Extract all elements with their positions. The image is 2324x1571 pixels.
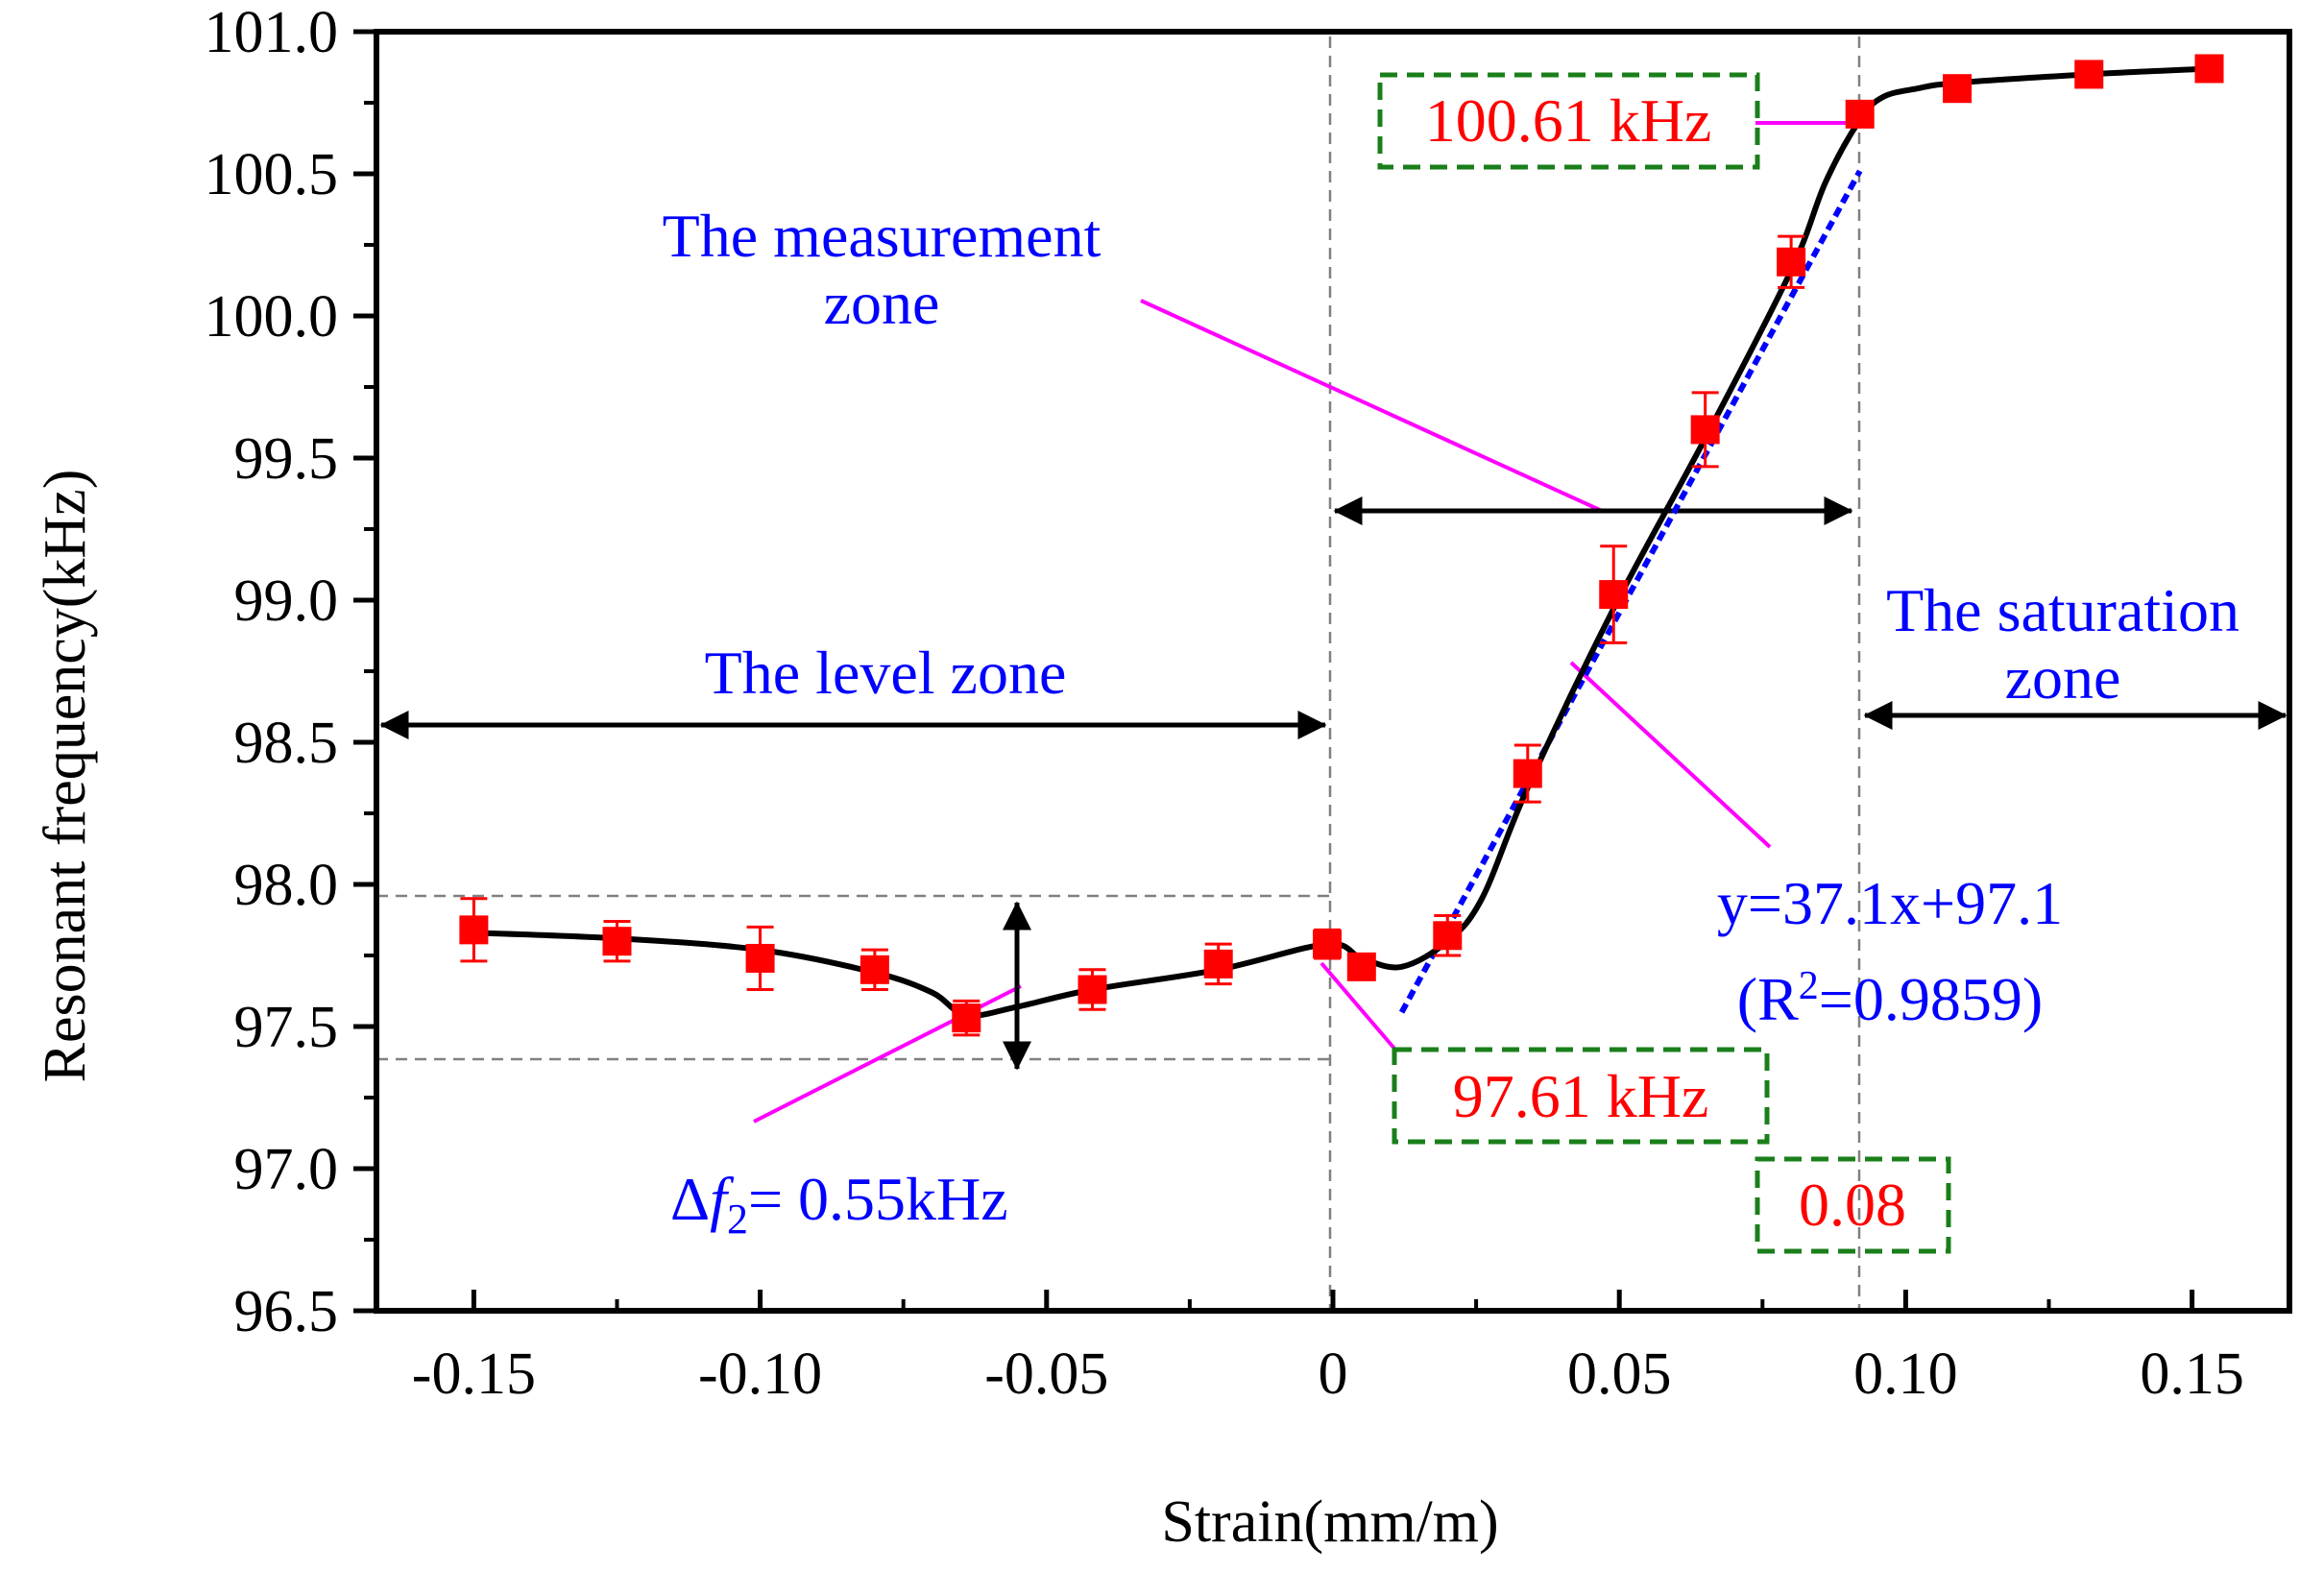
measurement-zone-label-2: zone [824, 269, 940, 337]
strain-value-box [1755, 1156, 1951, 1254]
data-point [1203, 942, 1233, 986]
data-marker [1513, 759, 1542, 788]
fit-r-squared: (R2=0.9859) [1737, 964, 2043, 1033]
y-tick-label: 100.0 [205, 284, 339, 350]
boxed-texts: 100.61 kHz 97.61 kHz 0.08 [1425, 86, 1906, 1239]
data-point [459, 897, 489, 963]
data-point [1777, 234, 1806, 289]
measurement-leader [1140, 299, 1603, 513]
data-point [1077, 968, 1107, 1011]
zone-arrows [379, 496, 2288, 1071]
linear-fit-layer [1398, 169, 1863, 1014]
level-zone-label: The level zone [705, 639, 1067, 707]
data-marker [952, 1003, 981, 1033]
x-axis-label: Strain(mm/m) [1161, 1489, 1498, 1555]
x-tick-label: 0.15 [2140, 1341, 2244, 1407]
fitted-curve-layer [473, 65, 2210, 1019]
r2-open: (R [1737, 965, 1799, 1033]
data-marker [1203, 949, 1233, 979]
annotation-texts: The measurement zone The level zone The … [663, 202, 2239, 1243]
data-point [745, 925, 775, 992]
saturation-zone-label: The saturation [1886, 576, 2239, 644]
data-marker [1777, 247, 1806, 277]
data-marker [1690, 415, 1720, 445]
data-point [952, 999, 981, 1037]
top-frequency-box [1377, 72, 1760, 170]
r2-close: =0.9859) [1819, 965, 2043, 1033]
x-axis: -0.15 -0.10 -0.05 0 0.05 0.10 0.15 [412, 1290, 2244, 1407]
fitted-curve [473, 65, 2210, 1019]
data-marker [745, 943, 775, 973]
r2-superscript: 2 [1799, 964, 1819, 1008]
data-marker [1077, 975, 1107, 1004]
x-tick-label: 0.10 [1853, 1341, 1958, 1407]
fit-equation: y=37.1x+97.1 [1717, 869, 2063, 937]
data-point [1943, 74, 1973, 104]
data-point [1433, 914, 1463, 957]
strain-value-text: 0.08 [1799, 1171, 1906, 1239]
data-marker [1599, 580, 1629, 610]
data-point [1513, 743, 1542, 804]
data-point [1599, 544, 1629, 644]
data-point [1690, 391, 1720, 469]
data-marker [2194, 54, 2224, 84]
y-tick-label: 98.5 [234, 711, 339, 776]
data-points-layer [459, 54, 2224, 1037]
x-tick-label: -0.15 [412, 1341, 536, 1407]
measurement-zone-label: The measurement [663, 202, 1101, 270]
y-axis-label: Resonant frequency(kHz) [33, 470, 98, 1083]
data-point [2194, 54, 2224, 84]
x-tick-label: -0.10 [698, 1341, 822, 1407]
delta-symbol: Δ [670, 1165, 710, 1233]
y-tick-label: 99.5 [234, 426, 339, 492]
saturation-zone-label-2: zone [2005, 643, 2121, 712]
mid-box-leader [1319, 961, 1397, 1051]
data-marker [459, 915, 489, 945]
y-tick-label: 98.0 [234, 853, 339, 918]
data-point [1313, 928, 1343, 960]
data-point [1346, 952, 1376, 981]
top-frequency-text: 100.61 kHz [1425, 86, 1712, 155]
delta-subscript: 2 [727, 1196, 748, 1243]
delta-leader [753, 984, 1022, 1124]
y-tick-label: 97.0 [234, 1137, 339, 1202]
data-marker [1346, 952, 1376, 981]
data-point [2074, 60, 2104, 89]
data-marker [1943, 74, 1973, 104]
annotation-boxes [1377, 72, 1951, 1254]
x-tick-label: -0.05 [984, 1341, 1108, 1407]
y-tick-label: 99.0 [234, 568, 339, 634]
mid-frequency-text: 97.61 kHz [1453, 1062, 1709, 1130]
data-marker [1433, 921, 1463, 951]
x-tick-label: 0 [1319, 1341, 1348, 1407]
data-marker [1313, 930, 1343, 959]
fit-leader [1569, 661, 1772, 849]
linear-fit-line [1398, 169, 1863, 1014]
data-marker [2074, 60, 2104, 89]
mid-frequency-box [1392, 1047, 1770, 1145]
data-point [1845, 99, 1875, 129]
data-point [859, 948, 889, 992]
y-tick-label: 101.0 [205, 0, 339, 65]
y-tick-label: 97.5 [234, 995, 339, 1060]
y-axis: 96.5 97.0 97.5 98.0 98.5 99.0 99.5 100.0 100.5 10… [205, 0, 376, 1344]
y-tick-label: 100.5 [205, 142, 339, 207]
y-tick-label: 96.5 [234, 1279, 339, 1344]
x-tick-label: 0.05 [1567, 1341, 1672, 1407]
reference-lines [376, 36, 1861, 1311]
data-marker [1845, 99, 1875, 129]
data-marker [859, 955, 889, 984]
data-marker [602, 927, 632, 956]
delta-f-label: Δf2= 0.55kHz [670, 1165, 1008, 1243]
delta-value: = 0.55kHz [748, 1165, 1008, 1233]
data-point [602, 919, 632, 963]
